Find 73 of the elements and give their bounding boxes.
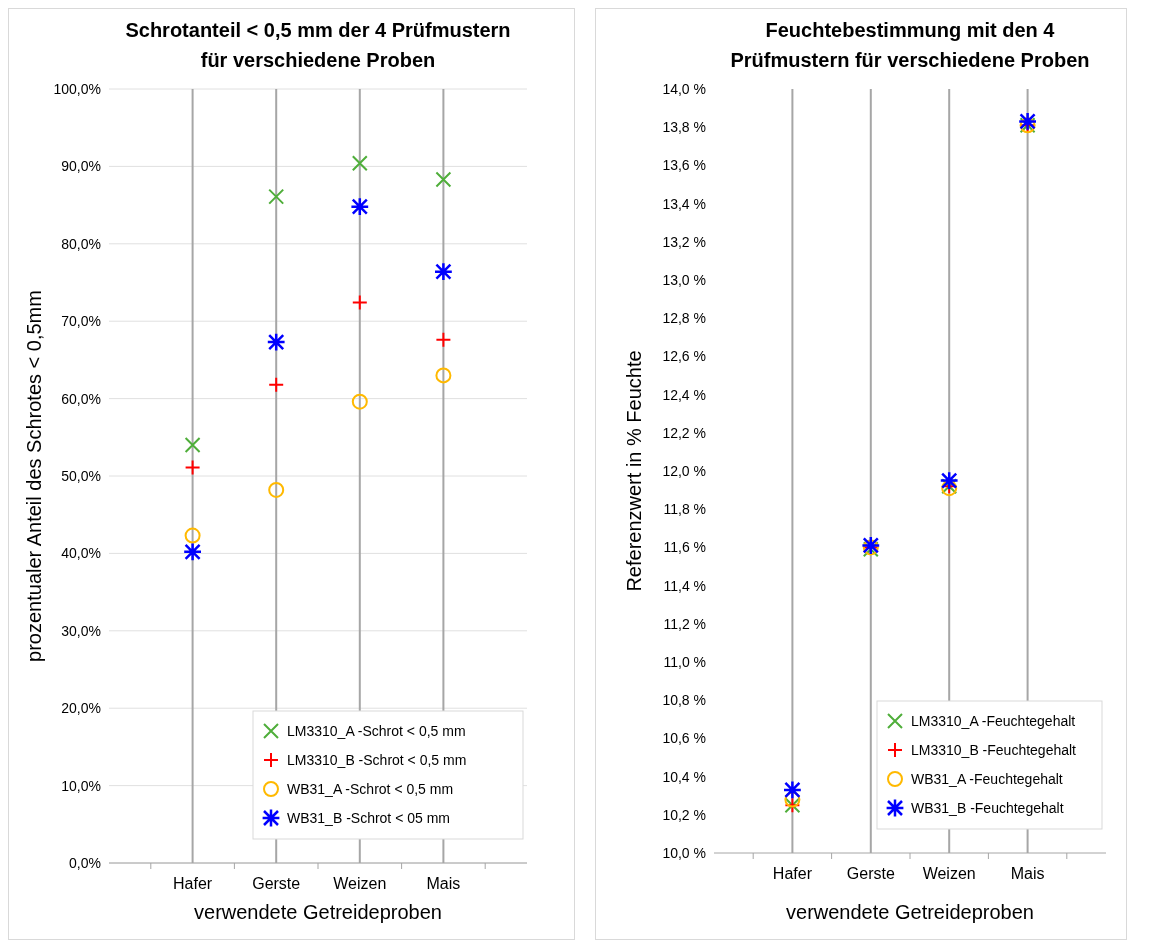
x-tick-label: Hafer [772, 865, 813, 882]
y-axis-title: prozentualer Anteil des Schrotes < 0,5mm [23, 290, 45, 662]
y-tick-label: 12,6 % [661, 348, 706, 365]
y-tick-label: 10,2 % [661, 806, 706, 823]
point [939, 470, 959, 491]
y-tick-label: 10,0 % [661, 844, 706, 861]
x-tick-label: Gerste [846, 865, 895, 882]
y-tick-label: 11,0 % [662, 653, 706, 670]
x-tick-label: Mais [426, 875, 461, 892]
chart-title: Schrotanteil < 0,5 mm der 4 Prüfmustern für verschiedene Proben [125, 19, 511, 71]
point [184, 437, 201, 454]
y-tick-label: 100,0% [53, 80, 101, 97]
legend-label: WB31_B -Schrot < 05 mm [287, 809, 451, 826]
point [268, 188, 285, 205]
y-tick-label: 10,8 % [661, 692, 706, 709]
y-tick-label: 80,0% [61, 235, 101, 252]
y-tick-label: 11,6 % [662, 539, 706, 556]
y-tick-label: 50,0% [61, 467, 101, 484]
point [182, 542, 203, 562]
y-tick-label: 20,0% [61, 700, 101, 717]
y-tick-label: 10,6 % [661, 730, 706, 747]
y-tick-label: 13,6 % [661, 157, 706, 174]
legend-label: WB31_A -Schrot < 0,5 mm [287, 780, 454, 797]
x-tick-label: Mais [1010, 865, 1045, 882]
x-tick-label: Weizen [922, 865, 976, 882]
point [351, 155, 368, 172]
y-tick-label: 11,2 % [662, 615, 706, 632]
y-tick-label: 11,8 % [662, 501, 706, 518]
y-tick-label: 12,8 % [661, 310, 706, 327]
chart-title: Feuchtebestimmung mit den 4 Prüfmustern für verschiedene Proben [730, 19, 1090, 71]
point [184, 527, 201, 544]
point [268, 376, 285, 393]
point [266, 332, 286, 352]
y-tick-label: 12,2 % [661, 424, 706, 441]
point [351, 294, 368, 311]
y-tick-label: 12,0 % [661, 462, 706, 479]
x-axis-title: verwendete Getreideproben [194, 901, 442, 923]
y-tick-label: 13,0 % [661, 271, 706, 288]
point [433, 262, 454, 282]
y-tick-label: 90,0% [61, 158, 101, 175]
legend-label: LM3310_A -Feuchtegehalt [910, 712, 1075, 729]
x-axis-title: verwendete Getreideproben [785, 901, 1034, 923]
point [435, 367, 452, 384]
legend-label: LM3310_A -Schrot < 0,5 mm [287, 722, 466, 739]
point [435, 331, 452, 348]
x-tick-label: Weizen [333, 875, 387, 892]
y-tick-label: 10,4 % [661, 768, 706, 785]
y-tick-label: 11,4 % [662, 577, 706, 594]
y-axis-title: Referenzwert in % Feuchte [622, 350, 645, 592]
point [184, 459, 201, 476]
x-tick-label: Hafer [173, 875, 213, 892]
point [782, 780, 802, 800]
y-tick-label: 60,0% [61, 390, 101, 407]
point [435, 171, 452, 188]
legend-label: WB31_A -Feuchtegehalt [910, 770, 1063, 787]
x-tick-label: Gerste [252, 875, 301, 892]
y-tick-label: 40,0% [61, 545, 101, 562]
point [1017, 111, 1037, 132]
y-tick-label: 13,8 % [661, 119, 706, 136]
y-tick-label: 12,4 % [661, 386, 706, 403]
y-tick-label: 70,0% [61, 313, 101, 330]
point [351, 393, 368, 410]
legend-label: LM3310_B -Feuchtegehalt [910, 741, 1076, 758]
legend-label: LM3310_B -Schrot < 0,5 mm [287, 751, 467, 768]
y-tick-label: 10,0% [61, 777, 101, 794]
y-tick-label: 14,0 % [661, 80, 706, 97]
legend-label: WB31_B -Feuchtegehalt [910, 799, 1064, 816]
y-tick-label: 13,2 % [661, 233, 706, 250]
point [350, 197, 370, 217]
y-tick-label: 30,0% [61, 622, 101, 639]
point [268, 481, 285, 498]
y-tick-label: 13,4 % [661, 195, 706, 212]
y-tick-label: 0,0% [69, 854, 101, 871]
